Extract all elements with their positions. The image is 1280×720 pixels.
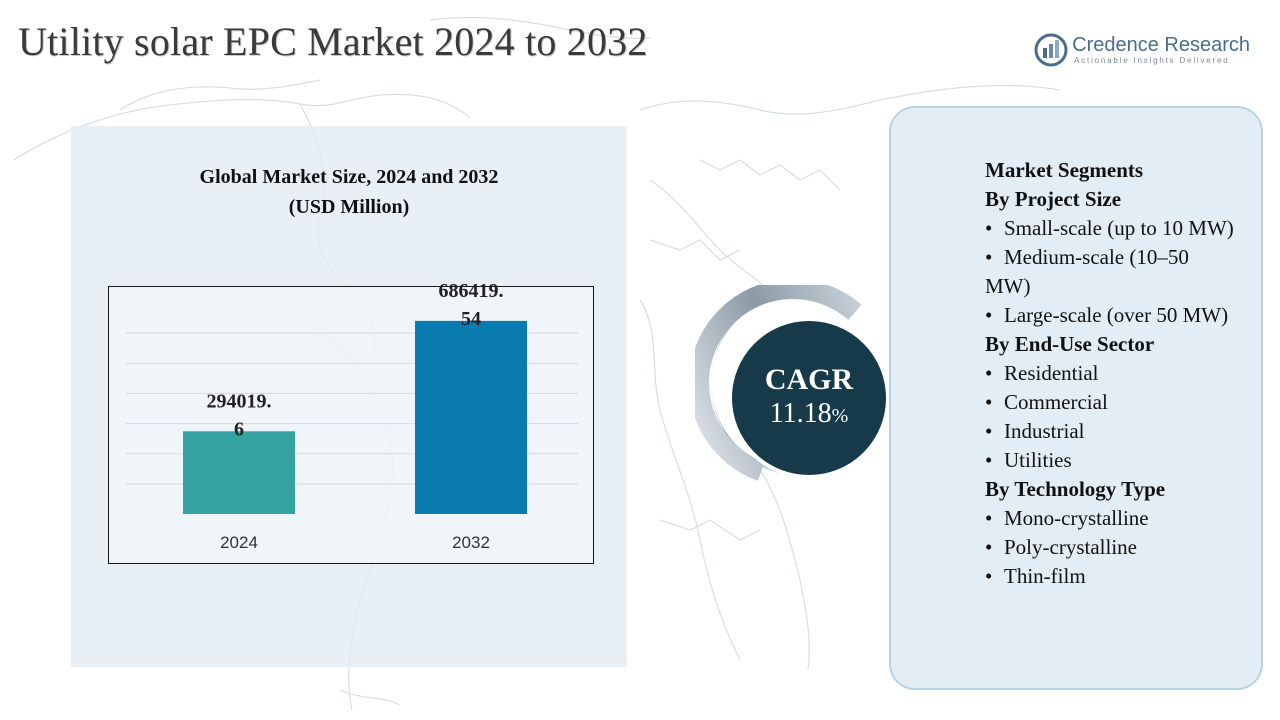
segment-group-heading: By End-Use Sector — [985, 332, 1155, 356]
segment-item: • Medium-scale (10–50 MW) — [985, 245, 1189, 298]
brand-name: Credence Research — [1072, 34, 1250, 56]
x-tick-label: 2024 — [220, 533, 258, 552]
brand: Credence Research Actionable Insights De… — [1034, 30, 1250, 70]
bar-value-label: 294019. — [207, 390, 272, 412]
bar-2032 — [415, 320, 527, 514]
cagr-value: 11.18% — [770, 397, 849, 433]
page-title: Utility solar EPC Market 2024 to 2032 — [18, 19, 648, 64]
segment-item: • Commercial — [985, 390, 1108, 414]
segment-item: • Thin-film — [985, 564, 1086, 588]
segment-item: • Mono-crystalline — [985, 506, 1149, 530]
bar-2024 — [183, 431, 295, 514]
segment-item: • Industrial — [985, 419, 1085, 443]
segment-item: • Poly-crystalline — [985, 535, 1137, 559]
cagr-badge: CAGR 11.18% — [728, 317, 890, 479]
bar-value-label: 6 — [234, 418, 244, 440]
cagr-ring — [695, 285, 891, 481]
cagr-unit: % — [831, 405, 849, 427]
bar-value-label: 54 — [461, 308, 481, 330]
segment-group-heading: By Project Size — [985, 187, 1122, 211]
bar-value-label: 686419. — [439, 280, 504, 302]
segments-list: Market Segments By Project Size • Small-sc… — [985, 156, 1235, 591]
x-tick-label: 2032 — [452, 533, 490, 552]
chart-title-line-2: (USD Million) — [288, 196, 410, 218]
brand-logo-icon — [1034, 33, 1068, 67]
segment-item: • Residential — [985, 361, 1099, 385]
brand-tagline: Actionable Insights Delivered — [1074, 56, 1230, 65]
bar-chart: 294019. 6 2024 686419. 54 2032 — [126, 280, 578, 552]
chart-panel — [71, 126, 627, 667]
segments-panel — [889, 106, 1263, 690]
cagr-label: CAGR — [764, 363, 854, 396]
chart-title-line-1: Global Market Size, 2024 and 2032 — [199, 166, 499, 188]
segment-item: • Large-scale (over 50 MW) — [985, 303, 1229, 327]
segments-title: Market Segments — [985, 158, 1144, 182]
segment-item: • Utilities — [985, 448, 1072, 472]
cagr-number: 11.18 — [769, 398, 832, 429]
segment-group-heading: By Technology Type — [985, 477, 1166, 501]
chart-title: Global Market Size, 2024 and 2032 (USD M… — [71, 162, 627, 222]
segment-item: • Small-scale (up to 10 MW) — [985, 216, 1234, 240]
